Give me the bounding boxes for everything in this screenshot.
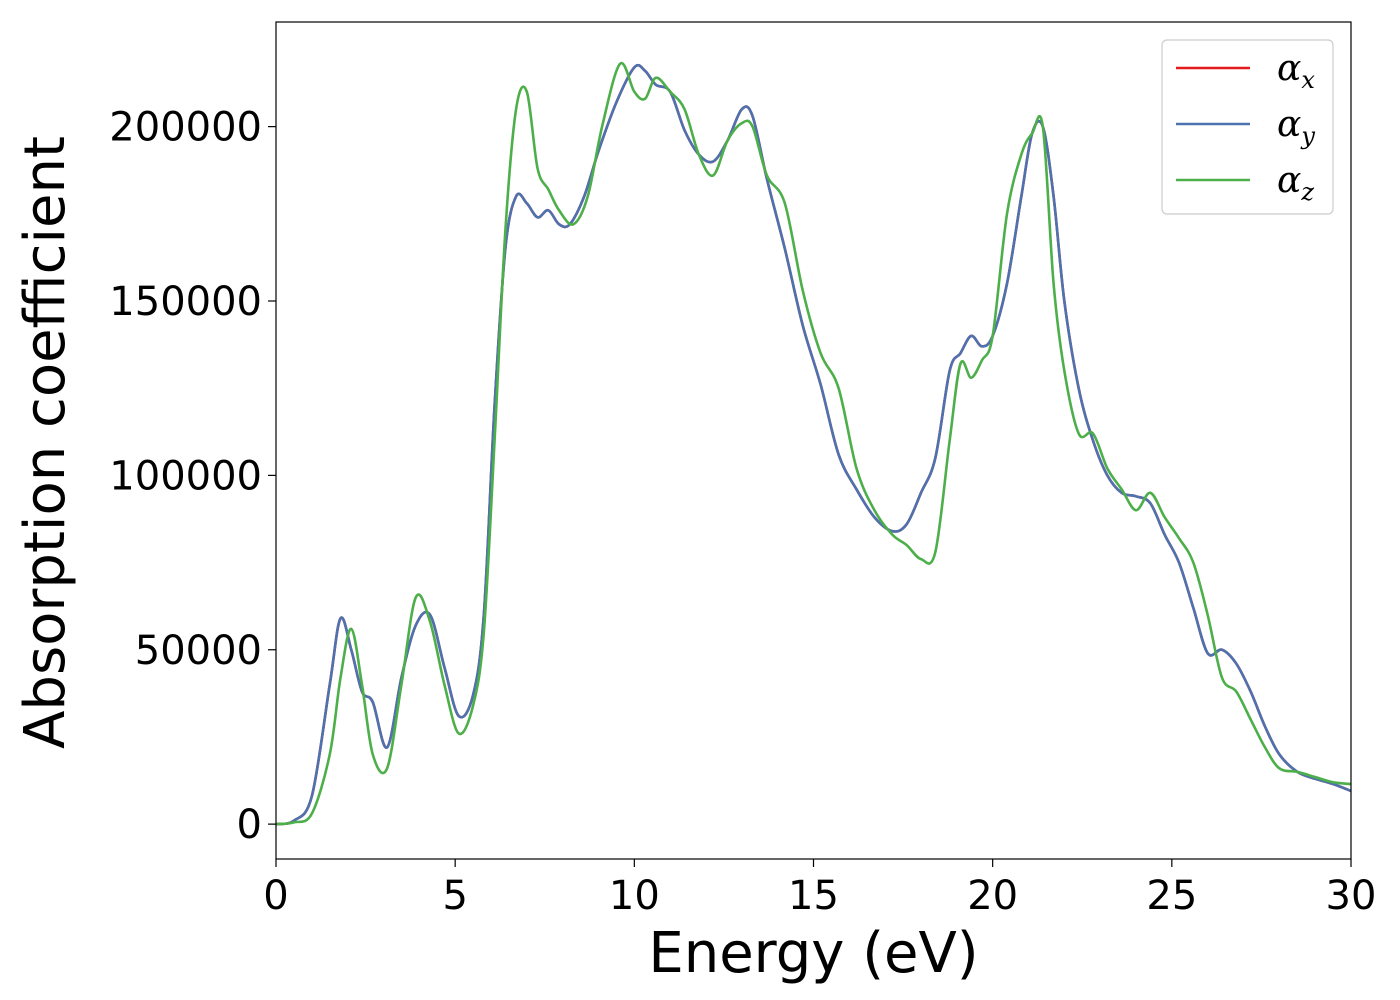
y-axis: 0 50000 100000 150000 200000 — [109, 105, 276, 848]
legend: αx αy αz — [1161, 39, 1334, 215]
series-lines — [276, 61, 1351, 826]
x-axis: 0 5 10 15 20 25 30 — [263, 859, 1376, 919]
x-tick-label: 5 — [442, 873, 467, 919]
legend-label-x: αx — [1277, 48, 1315, 94]
legend-label-z: αz — [1277, 160, 1314, 206]
x-tick-label: 15 — [788, 873, 839, 919]
legend-label-y: αy — [1277, 104, 1315, 150]
legend-box — [1161, 39, 1334, 215]
x-tick-label: 30 — [1326, 873, 1377, 919]
y-tick-label: 150000 — [109, 279, 262, 325]
y-tick-label: 0 — [237, 802, 262, 848]
y-tick-label: 200000 — [109, 105, 262, 151]
y-tick-label: 100000 — [109, 453, 262, 499]
x-tick-label: 0 — [263, 873, 288, 919]
x-axis-title: Energy (eV) — [648, 921, 978, 986]
y-tick-label: 50000 — [135, 628, 262, 674]
y-axis-title: Absorption coefficient — [13, 136, 78, 749]
x-tick-label: 25 — [1146, 873, 1197, 919]
series-line-z — [276, 61, 1351, 826]
x-tick-label: 10 — [609, 873, 660, 919]
x-tick-label: 20 — [967, 873, 1018, 919]
